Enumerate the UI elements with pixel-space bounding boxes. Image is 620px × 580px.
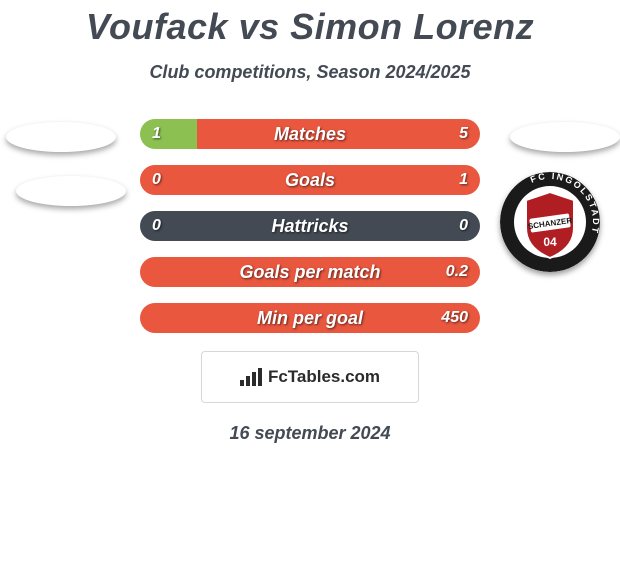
stat-bar — [140, 211, 480, 241]
stat-value-right: 450 — [441, 303, 468, 333]
stat-bar-left — [140, 119, 197, 149]
crest-year: 04 — [543, 235, 557, 249]
date-label: 16 september 2024 — [0, 423, 620, 444]
stat-row: Hattricks00 — [140, 211, 480, 241]
stat-row: Goals per match0.2 — [140, 257, 480, 287]
right-avatar-placeholder — [510, 122, 620, 152]
stat-bar — [140, 303, 480, 333]
left-avatar-placeholder-2 — [16, 176, 126, 206]
club-crest: SCHANZER 04 FC INGOLSTADT — [500, 172, 600, 272]
stat-bar — [140, 165, 480, 195]
stat-bar-right — [140, 165, 480, 195]
bar-chart-icon — [240, 368, 262, 386]
stat-row: Goals01 — [140, 165, 480, 195]
stat-value-left: 0 — [152, 211, 161, 241]
stat-value-right: 0.2 — [446, 257, 468, 287]
stat-bar — [140, 257, 480, 287]
stat-bar-right — [140, 257, 480, 287]
stat-value-left: 0 — [152, 165, 161, 195]
page-subtitle: Club competitions, Season 2024/2025 — [0, 62, 620, 83]
stat-bar-left — [140, 211, 480, 241]
stat-bar-right — [140, 303, 480, 333]
stat-value-left: 1 — [152, 119, 161, 149]
stat-row: Min per goal450 — [140, 303, 480, 333]
stat-value-right: 0 — [459, 211, 468, 241]
left-avatar-placeholder-1 — [6, 122, 116, 152]
stat-value-right: 5 — [459, 119, 468, 149]
stat-bar — [140, 119, 480, 149]
stat-bar-right — [197, 119, 480, 149]
badge-text: FcTables.com — [268, 367, 380, 387]
page-title: Voufack vs Simon Lorenz — [0, 0, 620, 48]
stat-row: Matches15 — [140, 119, 480, 149]
fctables-badge: FcTables.com — [201, 351, 419, 403]
stat-value-right: 1 — [459, 165, 468, 195]
